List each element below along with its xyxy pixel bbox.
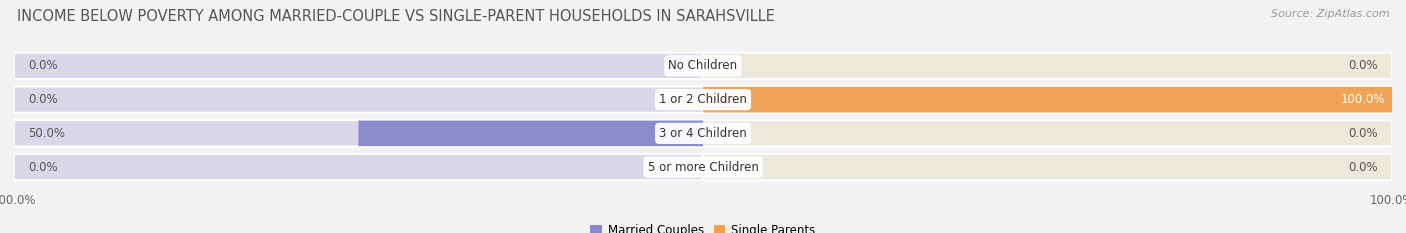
- Text: 0.0%: 0.0%: [28, 59, 58, 72]
- Text: 50.0%: 50.0%: [28, 127, 65, 140]
- FancyBboxPatch shape: [703, 120, 1392, 147]
- Text: Source: ZipAtlas.com: Source: ZipAtlas.com: [1271, 9, 1389, 19]
- Text: 1 or 2 Children: 1 or 2 Children: [659, 93, 747, 106]
- Text: 100.0%: 100.0%: [1340, 93, 1385, 106]
- FancyBboxPatch shape: [703, 86, 1392, 113]
- Text: 0.0%: 0.0%: [28, 161, 58, 174]
- Legend: Married Couples, Single Parents: Married Couples, Single Parents: [586, 219, 820, 233]
- FancyBboxPatch shape: [14, 154, 703, 180]
- FancyBboxPatch shape: [14, 86, 703, 113]
- FancyBboxPatch shape: [14, 120, 703, 147]
- Text: 5 or more Children: 5 or more Children: [648, 161, 758, 174]
- Text: No Children: No Children: [668, 59, 738, 72]
- Text: 0.0%: 0.0%: [1348, 161, 1378, 174]
- FancyBboxPatch shape: [703, 53, 1392, 79]
- Text: INCOME BELOW POVERTY AMONG MARRIED-COUPLE VS SINGLE-PARENT HOUSEHOLDS IN SARAHSV: INCOME BELOW POVERTY AMONG MARRIED-COUPL…: [17, 9, 775, 24]
- FancyBboxPatch shape: [14, 53, 703, 79]
- FancyBboxPatch shape: [359, 120, 703, 146]
- FancyBboxPatch shape: [703, 154, 1392, 180]
- Text: 3 or 4 Children: 3 or 4 Children: [659, 127, 747, 140]
- FancyBboxPatch shape: [703, 87, 1392, 113]
- Text: 0.0%: 0.0%: [1348, 59, 1378, 72]
- Text: 0.0%: 0.0%: [1348, 127, 1378, 140]
- Text: 0.0%: 0.0%: [28, 93, 58, 106]
